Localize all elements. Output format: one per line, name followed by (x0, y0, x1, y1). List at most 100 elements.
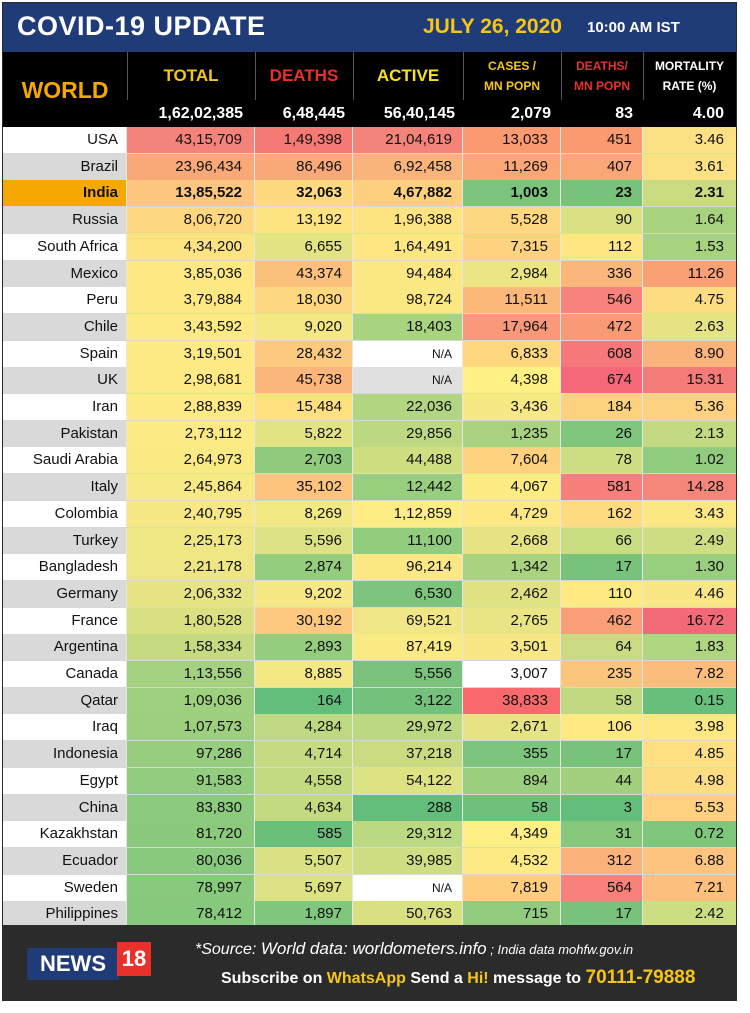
sub-number: 70111-79888 (585, 967, 696, 988)
cell-dmn: 581 (561, 474, 643, 501)
table-row: Pakistan 2,73,112 5,822 29,856 1,235 26 2.13 (3, 420, 736, 448)
cell-deaths: 4,558 (255, 767, 353, 794)
cell-total: 2,21,178 (127, 554, 255, 581)
cell-active: 288 (353, 794, 463, 821)
cell-dmn: 451 (561, 127, 643, 153)
country-name: Spain (3, 340, 127, 367)
cell-cases: 715 (463, 901, 561, 928)
world-deaths-per-mn: 83 (615, 105, 633, 122)
divider (463, 52, 464, 100)
cell-active: N/A (353, 367, 463, 394)
source-india: India data mohfw.gov.in (497, 942, 634, 957)
cell-cases: 17,964 (463, 313, 561, 340)
table-row: Italy 2,45,864 35,102 12,442 4,067 581 14.28 (3, 474, 736, 502)
cell-mort: 4.85 (643, 741, 736, 768)
country-name: Turkey (3, 527, 127, 554)
source-sep: ; (486, 942, 498, 957)
cell-active: 3,122 (353, 687, 463, 714)
country-name: Ecuador (3, 847, 127, 874)
country-name: Saudi Arabia (3, 447, 127, 474)
header-dmn-line2: MN POPN (573, 79, 630, 93)
cell-dmn: 17 (561, 901, 643, 928)
logo-news: NEWS (27, 948, 119, 980)
cell-deaths: 8,269 (255, 500, 353, 527)
cell-deaths: 43,374 (255, 260, 353, 287)
cell-mort: 4.75 (643, 287, 736, 314)
cell-total: 83,830 (127, 794, 255, 821)
sub-text-1: Subscribe on (221, 970, 327, 987)
cell-mort: 3.98 (643, 714, 736, 741)
cell-mort: 1.83 (643, 634, 736, 661)
table-row: USA 43,15,709 1,49,398 21,04,619 13,033 451 3.… (3, 127, 736, 154)
country-name: South Africa (3, 233, 127, 260)
title-bar: COVID-19 UPDATE JULY 26, 2020 10:00 AM I… (3, 3, 736, 52)
cell-active: 69,521 (353, 607, 463, 634)
cell-total: 1,07,573 (127, 714, 255, 741)
header-dmn-line1: DEATHS/ (576, 59, 628, 73)
cell-deaths: 86,496 (255, 153, 353, 180)
world-mortality: 4.00 (692, 105, 724, 122)
cell-active: 96,214 (353, 554, 463, 581)
table-row: South Africa 4,34,200 6,655 1,64,491 7,315 11… (3, 233, 736, 261)
logo-number: 18 (117, 942, 151, 976)
cell-mort: 1.02 (643, 447, 736, 474)
cell-active: 29,856 (353, 420, 463, 447)
cell-total: 2,25,173 (127, 527, 255, 554)
cell-dmn: 336 (561, 260, 643, 287)
country-name: Sweden (3, 874, 127, 901)
country-name: Canada (3, 661, 127, 687)
source-world: World data: worldometers.info (260, 939, 487, 958)
table-row: Germany 2,06,332 9,202 6,530 2,462 110 4.46 (3, 580, 736, 608)
cell-cases: 3,501 (463, 634, 561, 661)
country-name: Philippines (3, 901, 127, 928)
cell-total: 1,09,036 (127, 687, 255, 714)
world-deaths: 6,48,445 (282, 105, 345, 122)
cell-cases: 11,511 (463, 287, 561, 314)
cell-deaths: 15,484 (255, 394, 353, 420)
cell-active: 98,724 (353, 287, 463, 314)
country-name: Italy (3, 474, 127, 501)
table-row: Colombia 2,40,795 8,269 1,12,859 4,729 162 3.4… (3, 500, 736, 528)
cell-deaths: 5,697 (255, 874, 353, 901)
cell-dmn: 184 (561, 394, 643, 420)
cell-mort: 7.21 (643, 874, 736, 901)
cell-dmn: 674 (561, 367, 643, 394)
table-row: Mexico 3,85,036 43,374 94,484 2,984 336 11.26 (3, 260, 736, 288)
cell-total: 3,85,036 (127, 260, 255, 287)
cell-deaths: 1,897 (255, 901, 353, 928)
column-header: WORLD TOTAL DEATHS ACTIVE CASES / MN POP… (3, 52, 736, 103)
table-row: China 83,830 4,634 288 58 3 5.53 (3, 794, 736, 822)
sub-whatsapp: WhatsApp (326, 970, 406, 987)
country-name: Pakistan (3, 420, 127, 447)
cell-dmn: 407 (561, 153, 643, 180)
table-row: Brazil 23,96,434 86,496 6,92,458 11,269 407 3.… (3, 153, 736, 181)
cell-dmn: 312 (561, 847, 643, 874)
cell-active: 29,972 (353, 714, 463, 741)
cell-cases: 11,269 (463, 153, 561, 180)
cell-deaths: 164 (255, 687, 353, 714)
cell-mort: 11.26 (643, 260, 736, 287)
header-deaths-per-mn: DEATHS/ MN POPN (561, 52, 643, 100)
country-name: Kazakhstan (3, 821, 127, 848)
table-row: Turkey 2,25,173 5,596 11,100 2,668 66 2.49 (3, 527, 736, 555)
table-row: Spain 3,19,501 28,432 N/A 6,833 608 8.90 (3, 340, 736, 368)
cell-total: 2,88,839 (127, 394, 255, 420)
header-cases-per-mn: CASES / MN POPN (463, 52, 561, 100)
cell-mort: 3.61 (643, 153, 736, 180)
cell-active: 22,036 (353, 394, 463, 420)
cell-cases: 4,349 (463, 821, 561, 848)
cell-mort: 8.90 (643, 340, 736, 367)
cell-mort: 0.15 (643, 687, 736, 714)
country-name: UK (3, 367, 127, 394)
country-name: Russia (3, 207, 127, 234)
cell-mort: 2.63 (643, 313, 736, 340)
cell-mort: 2.49 (643, 527, 736, 554)
cell-mort: 15.31 (643, 367, 736, 394)
cell-mort: 4.98 (643, 767, 736, 794)
cell-dmn: 90 (561, 207, 643, 234)
header-active: ACTIVE (376, 66, 440, 85)
cell-mort: 1.64 (643, 207, 736, 234)
cell-active: 1,96,388 (353, 207, 463, 234)
cell-active: 12,442 (353, 474, 463, 501)
table-row: Bangladesh 2,21,178 2,874 96,214 1,342 17 1.30 (3, 554, 736, 582)
